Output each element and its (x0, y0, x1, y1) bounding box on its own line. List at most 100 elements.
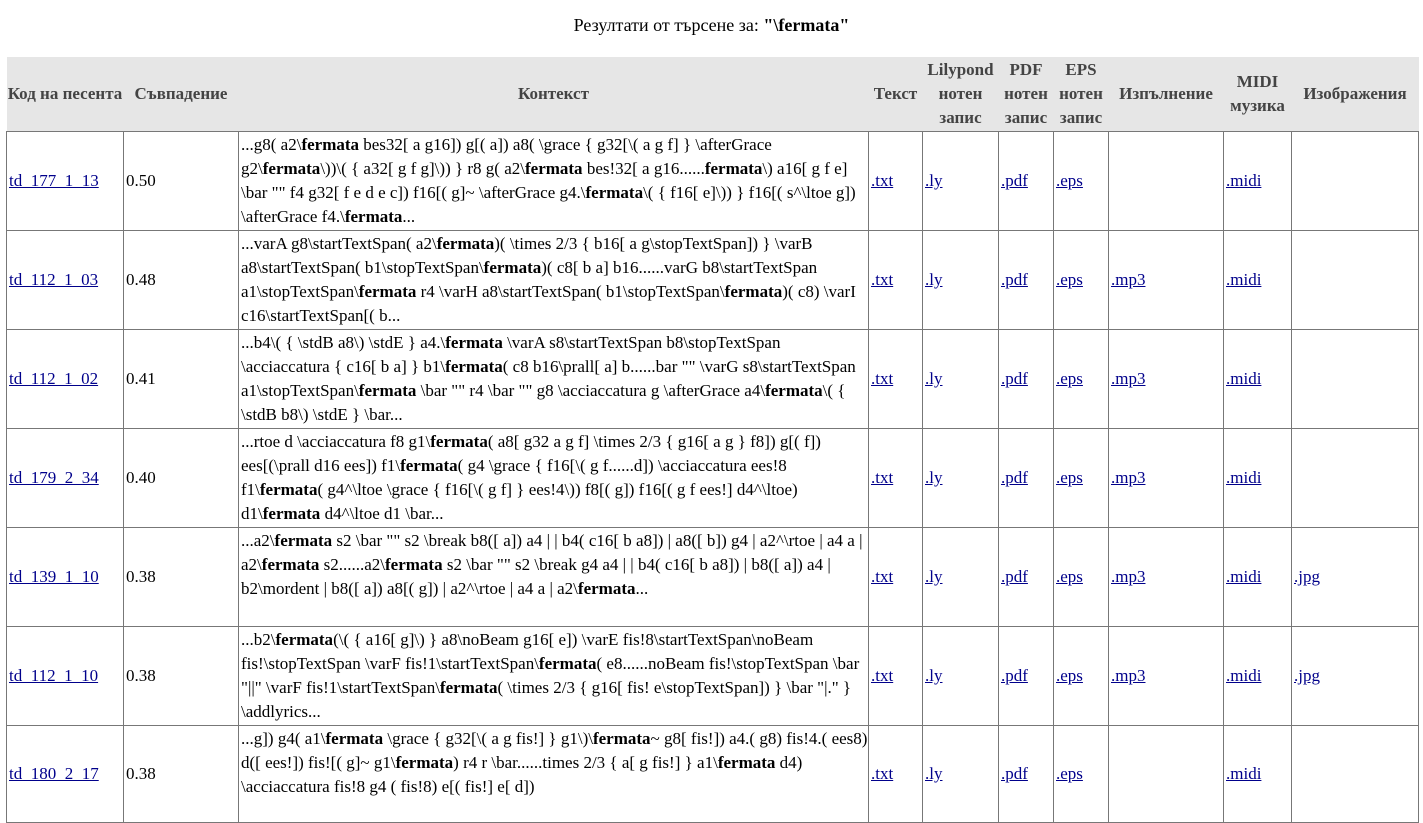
text-link[interactable]: .txt (871, 270, 894, 289)
lilypond-link[interactable]: .ly (925, 270, 943, 289)
col-header-lilypond: Lilypond нотен запис (922, 57, 999, 132)
context-text: ( c8 b16\prall[ a] b......bar "" \varG s… (241, 357, 856, 400)
context-text: ...varA g8\startTextSpan( a2\ (241, 234, 437, 253)
song-code-link[interactable]: td_139_1_10 (9, 567, 99, 586)
midi-link[interactable]: .midi (1226, 764, 1262, 783)
context-text: s2 \bar "" s2 \break g4 a4 | | b4( c16[ … (241, 555, 831, 598)
pdf-link[interactable]: .pdf (1001, 270, 1028, 289)
song-code-link[interactable]: td_179_2_34 (9, 468, 99, 487)
match-highlight: fermata (262, 504, 321, 523)
midi-cell: .midi (1223, 131, 1292, 231)
col-header-performance: Изпълнение (1108, 57, 1224, 132)
eps-link[interactable]: .eps (1056, 666, 1083, 685)
image-link[interactable]: .jpg (1294, 567, 1320, 586)
eps-link[interactable]: .eps (1056, 171, 1083, 190)
context-text: ...g]) g4( a1\ (241, 729, 326, 748)
image-cell: .jpg (1291, 626, 1419, 726)
lilypond-cell: .ly (922, 428, 999, 528)
title-query: "\fermata" (763, 15, 850, 35)
lilypond-link[interactable]: .ly (925, 369, 943, 388)
song-code-link[interactable]: td_112_1_02 (9, 369, 99, 388)
match-highlight: fermata (577, 579, 636, 598)
pdf-link[interactable]: .pdf (1001, 764, 1028, 783)
context-text: )( c8[ b a] b16......varG b8\startTextSp… (241, 258, 818, 301)
image-link[interactable]: .jpg (1294, 666, 1320, 685)
match-highlight: fermata (483, 258, 542, 277)
song-code-link[interactable]: td_177_1_13 (9, 171, 99, 190)
text-link[interactable]: .txt (871, 468, 894, 487)
context-text: )( \times 2/3 { b16[ a g\stopTextSpan]) … (241, 234, 813, 277)
match-score: 0.38 (123, 725, 239, 823)
song-code-link[interactable]: td_112_1_10 (9, 666, 99, 685)
performance-cell (1108, 725, 1224, 823)
performance-link[interactable]: .mp3 (1111, 468, 1146, 487)
text-link[interactable]: .txt (871, 666, 894, 685)
song-code-link[interactable]: td_180_2_17 (9, 764, 99, 783)
eps-link[interactable]: .eps (1056, 270, 1083, 289)
song-code-cell: td_112_1_02 (6, 329, 124, 429)
lilypond-link[interactable]: .ly (925, 764, 943, 783)
table-row: td_139_1_10 0.38 ...a2\fermata s2 \bar "" … (6, 527, 1419, 627)
pdf-link[interactable]: .pdf (1001, 666, 1028, 685)
context-text: d4^\ltoe d1 \bar... (320, 504, 444, 523)
lilypond-link[interactable]: .ly (925, 468, 943, 487)
text-link[interactable]: .txt (871, 171, 894, 190)
context-text: (\( { a16[ g]\) } a8\noBeam g16[ e]) \va… (241, 630, 814, 673)
midi-link[interactable]: .midi (1226, 567, 1262, 586)
performance-link[interactable]: .mp3 (1111, 270, 1146, 289)
image-cell (1291, 428, 1419, 528)
text-link[interactable]: .txt (871, 764, 894, 783)
match-score: 0.41 (123, 329, 239, 429)
context-snippet: ...a2\fermata s2 \bar "" s2 \break b8([ … (238, 527, 869, 627)
match-score: 0.38 (123, 626, 239, 726)
col-header-match: Съвпадение (123, 57, 239, 132)
song-code-link[interactable]: td_112_1_03 (9, 270, 99, 289)
context-snippet: ...rtoe d \acciaccatura f8 g1\fermata( a… (238, 428, 869, 528)
context-text: ...a2\ (241, 531, 275, 550)
context-text: ( a8[ g32 a g f] \times 2/3 { g16[ a g }… (241, 432, 821, 475)
text-cell: .txt (868, 626, 923, 726)
match-highlight: fermata (430, 432, 488, 451)
pdf-link[interactable]: .pdf (1001, 171, 1028, 190)
table-row: td_112_1_10 0.38 ...b2\fermata(\( { a16[ g… (6, 626, 1419, 726)
context-text: ...g8( a2\ (241, 135, 302, 154)
context-text: ... (635, 579, 649, 598)
lilypond-link[interactable]: .ly (925, 567, 943, 586)
lilypond-link[interactable]: .ly (925, 666, 943, 685)
eps-link[interactable]: .eps (1056, 764, 1083, 783)
eps-cell: .eps (1053, 428, 1109, 528)
text-link[interactable]: .txt (871, 567, 894, 586)
eps-link[interactable]: .eps (1056, 567, 1083, 586)
pdf-link[interactable]: .pdf (1001, 468, 1028, 487)
midi-link[interactable]: .midi (1226, 666, 1262, 685)
match-highlight: fermata (439, 678, 498, 697)
eps-cell: .eps (1053, 131, 1109, 231)
eps-link[interactable]: .eps (1056, 468, 1083, 487)
performance-link[interactable]: .mp3 (1111, 369, 1146, 388)
performance-link[interactable]: .mp3 (1111, 666, 1146, 685)
context-snippet: ...g]) g4( a1\fermata \grace { g32[\( a … (238, 725, 869, 823)
context-text: ( e8......noBeam fis!\stopTextSpan \bar … (241, 654, 860, 697)
pdf-link[interactable]: .pdf (1001, 567, 1028, 586)
match-highlight: fermata (445, 333, 503, 352)
text-link[interactable]: .txt (871, 369, 894, 388)
pdf-cell: .pdf (998, 230, 1054, 330)
image-cell (1291, 329, 1419, 429)
midi-link[interactable]: .midi (1226, 171, 1262, 190)
context-text: ( \times 2/3 { g16[ fis! e\stopTextSpan]… (241, 678, 852, 721)
midi-link[interactable]: .midi (1226, 468, 1262, 487)
col-header-context: Контекст (238, 57, 869, 132)
song-code-cell: td_177_1_13 (6, 131, 124, 231)
midi-link[interactable]: .midi (1226, 369, 1262, 388)
context-text: )( c8) \varI c16\startTextSpan[( b... (241, 282, 856, 325)
text-cell: .txt (868, 725, 923, 823)
lilypond-link[interactable]: .ly (925, 171, 943, 190)
midi-link[interactable]: .midi (1226, 270, 1262, 289)
context-text: ~ g8[ fis!]) a4.( g8) fis!4.( ees8) d([ … (241, 729, 868, 772)
performance-link[interactable]: .mp3 (1111, 567, 1146, 586)
pdf-link[interactable]: .pdf (1001, 369, 1028, 388)
page-title: Резултати от търсене за: "\fermata" (0, 14, 1423, 36)
match-score: 0.40 (123, 428, 239, 528)
performance-cell: .mp3 (1108, 626, 1224, 726)
eps-link[interactable]: .eps (1056, 369, 1083, 388)
